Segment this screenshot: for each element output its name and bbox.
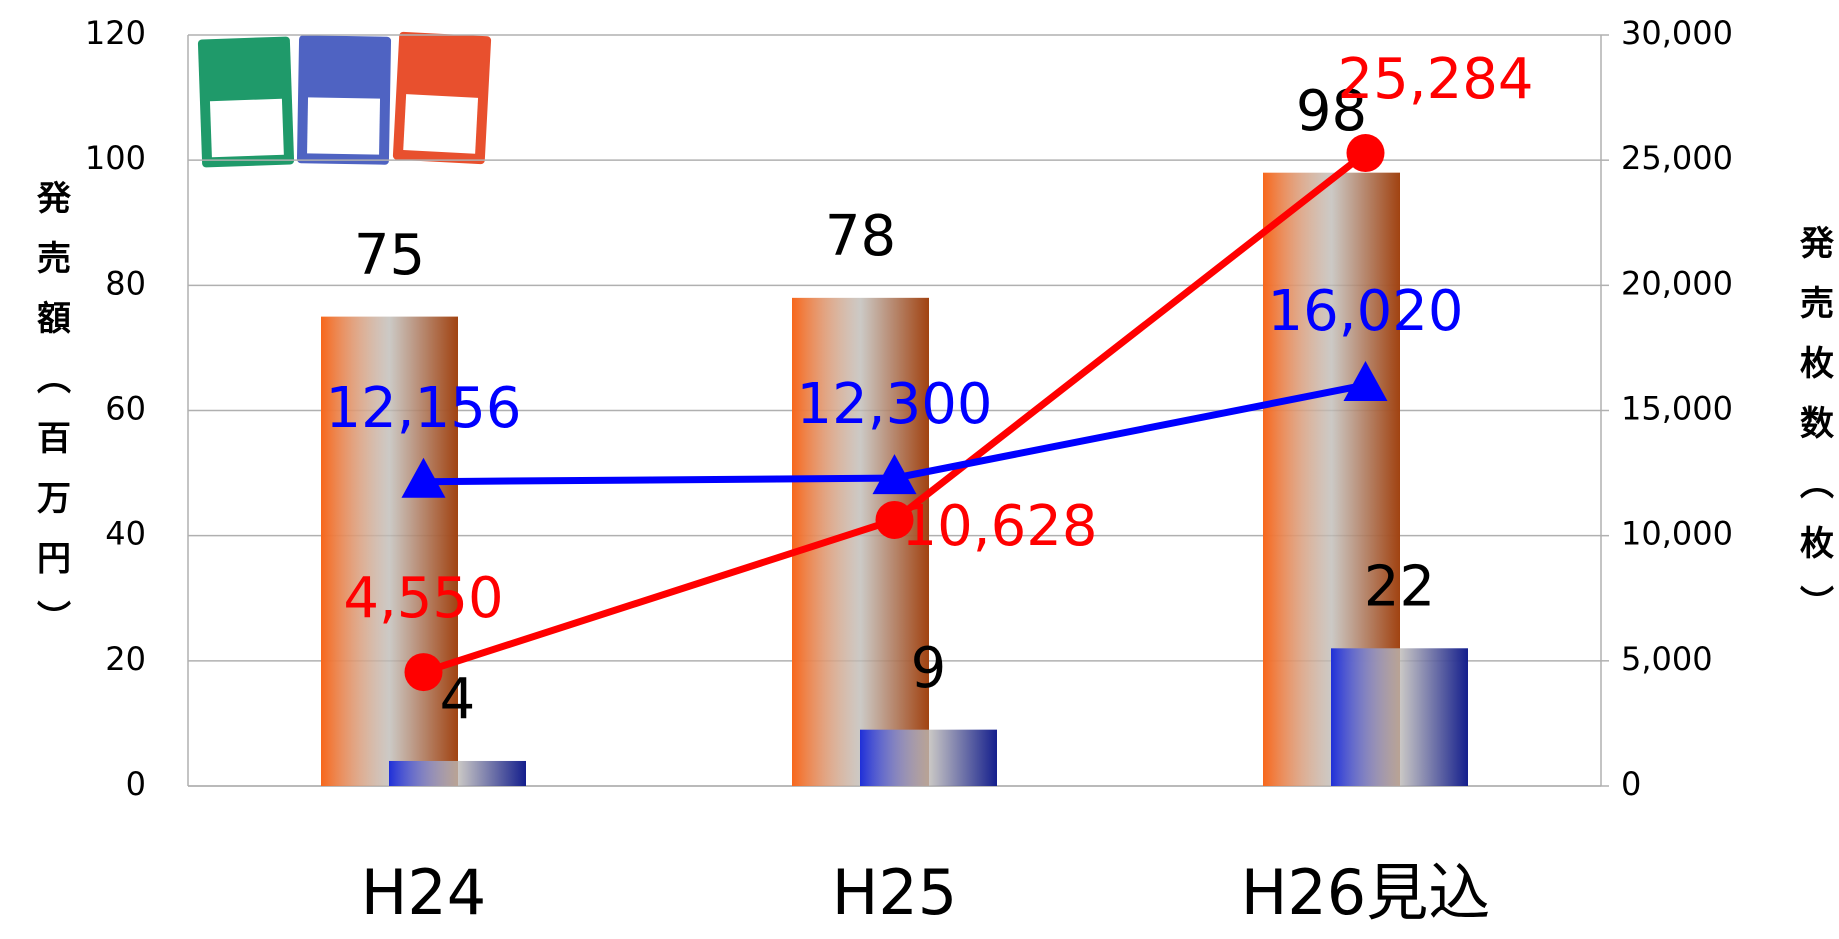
- y-tick-label: 40: [105, 515, 146, 553]
- data-label: 22: [1364, 554, 1435, 619]
- y-tick-label: 120: [85, 14, 146, 52]
- data-label: 78: [825, 204, 896, 269]
- y2-tick-label: 5,000: [1621, 640, 1713, 678]
- marker: [1343, 360, 1388, 401]
- x-tick-label: H25: [832, 856, 958, 929]
- y2-tick-label: 0: [1621, 765, 1641, 803]
- marker: [401, 457, 446, 498]
- y-tick-label: 0: [126, 765, 146, 803]
- y-tick-label: 60: [105, 390, 146, 428]
- y2-tick-label: 15,000: [1621, 390, 1733, 428]
- data-label: 12,300: [797, 372, 993, 437]
- data-label: 4,550: [343, 566, 503, 631]
- data-label: 98: [1296, 79, 1367, 144]
- data-label: 10,628: [902, 494, 1098, 559]
- y2-tick-label: 10,000: [1621, 515, 1733, 553]
- y-tick-label: 100: [85, 139, 146, 177]
- ticket-illustration: [197, 31, 492, 168]
- marker: [875, 500, 914, 539]
- data-label: 75: [354, 223, 425, 288]
- data-label: 16,020: [1268, 279, 1464, 344]
- y-tick-label: 20: [105, 640, 146, 678]
- marker: [1346, 134, 1385, 173]
- y-tick-label: 80: [105, 264, 146, 302]
- x-tick-label: H26見込: [1241, 856, 1491, 929]
- y2-tick-label: 20,000: [1621, 264, 1733, 302]
- x-tick-label: H24: [361, 856, 487, 929]
- marker: [872, 454, 917, 495]
- y2-tick-label: 30,000: [1621, 14, 1733, 52]
- data-label: 4: [440, 667, 476, 732]
- marker: [404, 653, 443, 692]
- y-axis-label: 発売額（百万円）: [31, 180, 71, 660]
- data-label: 12,156: [326, 376, 522, 441]
- y2-axis-label: 発売枚数（枚）: [1794, 225, 1834, 645]
- data-label: 9: [911, 636, 947, 701]
- data-label: 25,284: [1338, 47, 1534, 112]
- y2-tick-label: 25,000: [1621, 139, 1733, 177]
